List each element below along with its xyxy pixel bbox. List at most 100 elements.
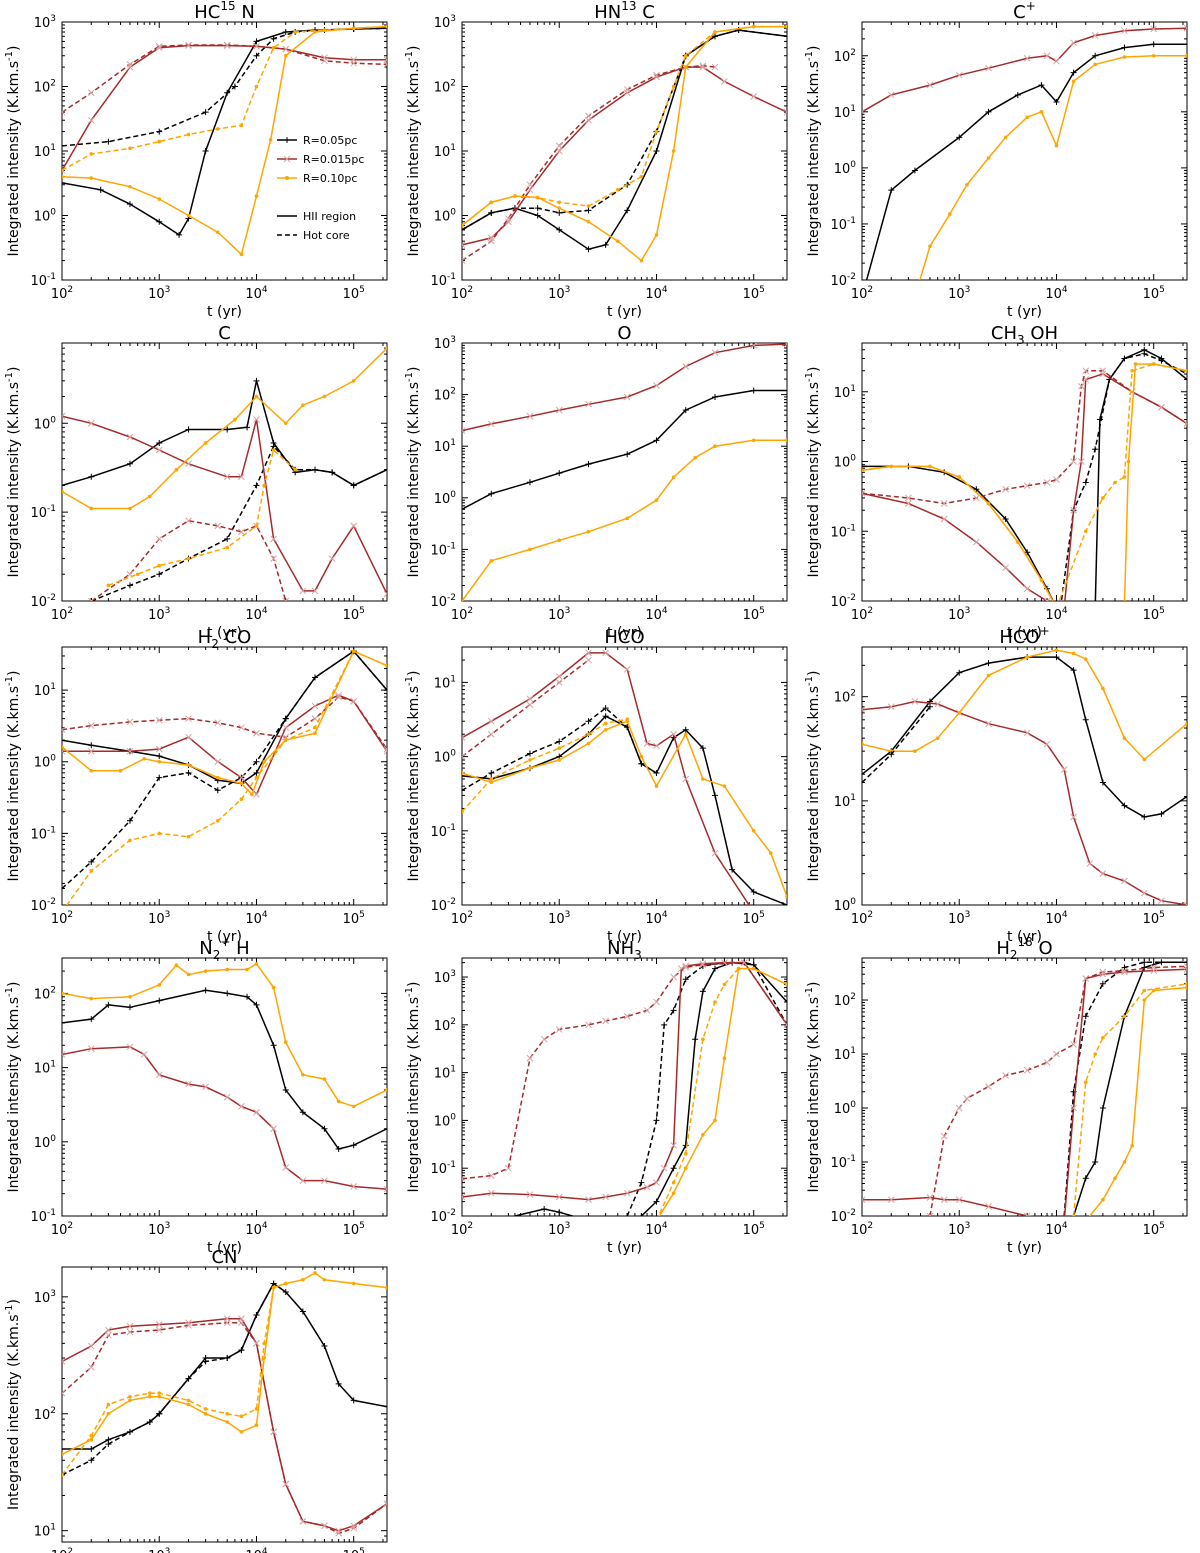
data-point <box>1150 25 1158 33</box>
series-line-r-0-015pc-hii-region <box>462 961 787 1201</box>
data-point <box>557 758 562 762</box>
data-point <box>722 982 727 987</box>
data-point <box>282 45 290 53</box>
data-point <box>670 973 677 981</box>
data-point <box>462 257 466 264</box>
data-point <box>603 727 608 732</box>
data-point <box>202 1358 209 1365</box>
data-point <box>1140 889 1148 897</box>
data-point <box>215 230 220 235</box>
data-point <box>986 673 991 678</box>
data-point <box>350 522 358 530</box>
data-point <box>270 1042 277 1049</box>
y-tick-label: 10-1 <box>830 1154 856 1171</box>
data-point <box>126 433 134 441</box>
plot-frame <box>461 21 788 281</box>
data-point <box>271 448 276 452</box>
data-point <box>88 1457 95 1464</box>
x-axis-label: t (yr) <box>1007 929 1042 945</box>
data-point <box>128 838 132 843</box>
data-point <box>462 599 464 601</box>
data-point <box>887 1196 895 1204</box>
data-point <box>126 61 134 68</box>
data-point <box>157 563 162 568</box>
data-point <box>957 711 962 715</box>
data-point <box>462 241 466 249</box>
legend-label: R=0.10pc <box>303 172 357 185</box>
data-point <box>62 1389 66 1397</box>
data-point <box>253 52 260 59</box>
data-point <box>202 109 209 116</box>
series-line-r-0-10pc-hot-core <box>1072 983 1187 1216</box>
x-tick-label: 102 <box>851 910 873 927</box>
data-point <box>985 64 992 72</box>
data-point <box>1141 964 1148 971</box>
data-point <box>157 983 162 987</box>
data-point <box>693 455 697 460</box>
data-point <box>224 990 231 997</box>
data-point <box>555 142 563 150</box>
data-point <box>729 866 736 873</box>
x-tick-label: 103 <box>548 1221 570 1238</box>
data-point <box>87 747 95 755</box>
x-tick-label: 104 <box>245 285 268 302</box>
x-axis-label: t (yr) <box>607 1240 642 1256</box>
y-tick-label: 101 <box>834 384 856 401</box>
data-point <box>462 771 464 775</box>
data-point <box>751 829 756 833</box>
data-point <box>653 998 660 1006</box>
data-point <box>254 775 259 780</box>
data-point <box>253 1001 260 1008</box>
data-point <box>336 1099 341 1104</box>
series-line-r-0-10pc-hii-region <box>1088 986 1187 1216</box>
series-line-r-0-05pc-hii-region <box>62 380 387 487</box>
data-point <box>89 768 94 773</box>
data-point <box>88 473 95 480</box>
data-point <box>335 693 342 701</box>
data-point <box>957 475 962 479</box>
y-tick-label: 10-1 <box>30 272 56 289</box>
panel-nh3: 102 103 104 105 10-2 10-1 100 101 102 103 t (yr) In… <box>404 938 788 1256</box>
series-line-r-0-10pc <box>919 55 1187 280</box>
y-tick-label: 100 <box>34 208 57 225</box>
data-point <box>1054 143 1059 148</box>
data-point <box>887 91 895 99</box>
data-point <box>670 1142 677 1149</box>
data-point <box>682 407 689 414</box>
x-tick-label: 104 <box>645 606 668 623</box>
data-point <box>301 1277 305 1282</box>
data-point <box>887 703 895 711</box>
data-point <box>935 736 940 740</box>
data-point <box>955 1104 963 1112</box>
data-point <box>639 754 644 759</box>
panel-title: HN13 C <box>594 0 655 23</box>
data-point <box>350 697 358 705</box>
y-tick-label: 101 <box>434 143 456 160</box>
x-axis-label: t (yr) <box>1007 1240 1042 1256</box>
data-point <box>1092 446 1099 453</box>
y-tick-label: 100 <box>834 1100 857 1117</box>
data-point <box>253 729 260 737</box>
series-line-r-0-05pc <box>862 656 1187 818</box>
legend-marker <box>285 176 289 180</box>
series-line-r-0-05pc-hii-region <box>1072 961 1187 1216</box>
data-point <box>526 1191 534 1198</box>
data-point <box>462 772 465 779</box>
legend-marker <box>284 137 290 143</box>
legend: R=0.05pc R=0.015pc R=0.10pc HII region Hot c… <box>277 134 364 242</box>
x-tick-label: 104 <box>245 606 268 623</box>
y-tick-label: 103 <box>34 1289 56 1306</box>
data-point <box>283 1281 288 1286</box>
data-point <box>1043 597 1051 601</box>
data-point <box>862 108 866 116</box>
x-axis-label: t (yr) <box>207 625 242 641</box>
data-point <box>585 461 592 468</box>
y-tick-label: 10-1 <box>30 1208 56 1225</box>
series-line-r-0-10pc-hot-core <box>462 25 787 227</box>
data-point <box>215 775 220 780</box>
series-line-r-0-10pc-hot-core <box>62 1287 275 1476</box>
panel-ch3oh: 102 103 104 105 10-2 10-1 100 101 t (yr) Integrat… <box>804 323 1188 641</box>
data-point <box>312 466 319 473</box>
data-point <box>156 753 163 760</box>
data-point <box>526 750 533 757</box>
